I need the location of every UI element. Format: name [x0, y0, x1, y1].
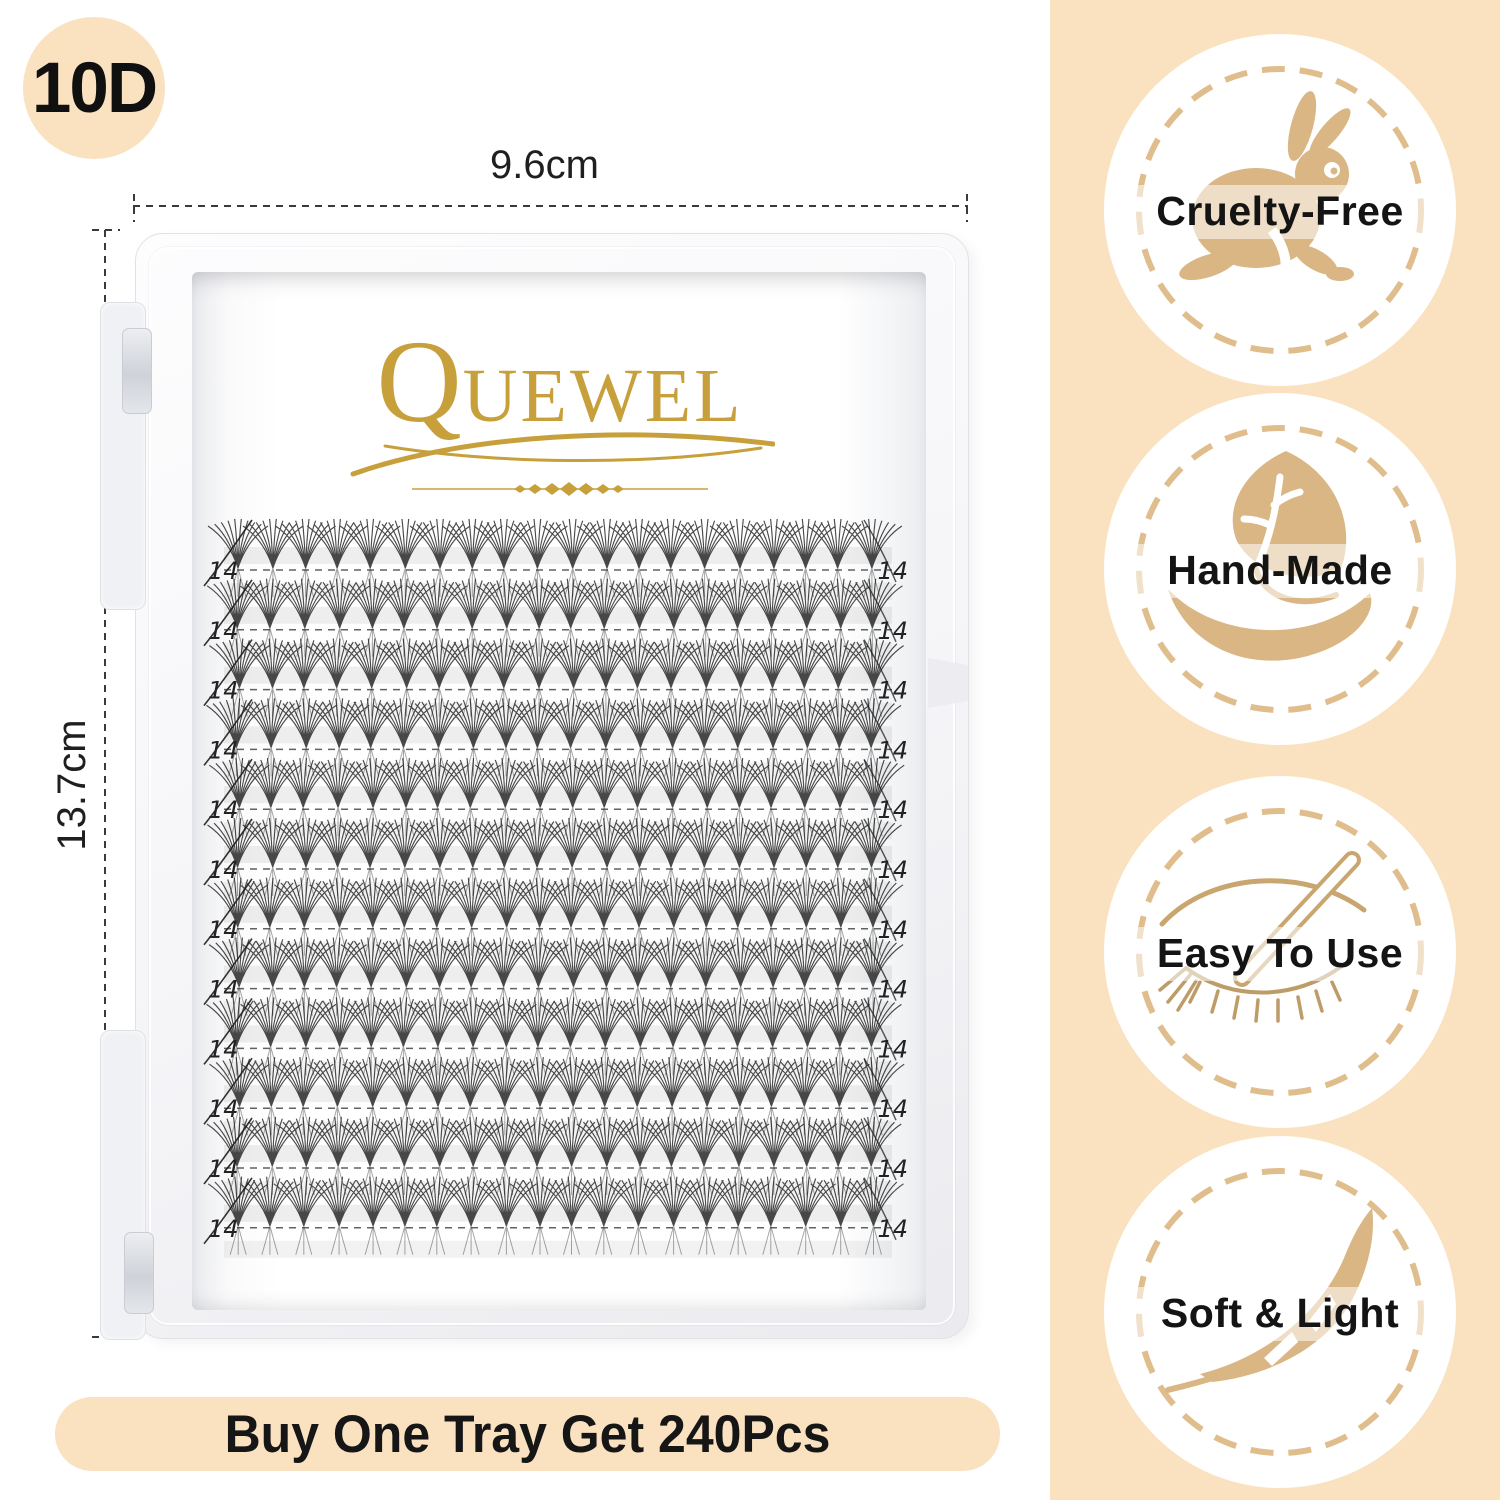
brand-name: QUEWEL — [376, 316, 744, 447]
svg-text:14: 14 — [877, 796, 908, 824]
promo-banner: Buy One Tray Get 240Pcs — [55, 1397, 1000, 1471]
svg-text:14: 14 — [877, 677, 908, 705]
logo-swoosh-icon — [350, 432, 775, 477]
svg-text:14: 14 — [208, 916, 239, 944]
svg-text:14: 14 — [208, 617, 239, 645]
svg-text:14: 14 — [208, 1155, 239, 1183]
svg-text:14: 14 — [208, 796, 239, 824]
svg-text:14: 14 — [208, 976, 239, 1004]
width-dimension-line — [133, 205, 968, 207]
tray-lid-notch — [928, 658, 968, 708]
svg-text:14: 14 — [208, 736, 239, 764]
feature-badge-easy-to-use: Easy To Use — [1104, 776, 1456, 1128]
tray-hinge-bottom-pin — [124, 1232, 154, 1314]
svg-text:14: 14 — [877, 736, 908, 764]
svg-text:14: 14 — [877, 1035, 908, 1063]
lash-grid: 14 14 14 14 14 14 14 14 14 14 14 14 14 14 14 14 14 14 14 14… — [190, 508, 934, 1288]
feather-icon — [1114, 1168, 1446, 1456]
lash-count-badge: 10D — [23, 17, 165, 159]
feature-label: Soft & Light — [1160, 1289, 1400, 1336]
feature-badge-cruelty-free: Cruelty-Free — [1104, 34, 1456, 386]
tray-hinge-top-pin — [122, 328, 152, 414]
svg-text:14: 14 — [877, 1095, 908, 1123]
feature-badge-soft-light: Soft & Light — [1104, 1136, 1456, 1488]
svg-text:14: 14 — [208, 677, 239, 705]
rabbit-icon — [1114, 66, 1446, 354]
svg-text:14: 14 — [208, 856, 239, 884]
feature-badge-hand-made: Hand-Made — [1104, 393, 1456, 745]
svg-text:14: 14 — [877, 856, 908, 884]
logo-divider-icon — [412, 481, 708, 496]
width-dimension-tick-right — [966, 194, 968, 222]
feature-label: Hand-Made — [1167, 546, 1393, 593]
svg-text:14: 14 — [877, 617, 908, 645]
svg-text:14: 14 — [877, 916, 908, 944]
svg-text:14: 14 — [877, 1155, 908, 1183]
svg-text:14: 14 — [877, 557, 908, 585]
height-dimension-label: 13.7cm — [50, 719, 94, 851]
feature-sidebar: Cruelty-Free Hand-Made — [1050, 0, 1500, 1500]
width-dimension-label: 9.6cm — [490, 143, 599, 187]
height-dimension-tick-top — [92, 229, 120, 231]
leaf-hand-icon — [1114, 425, 1446, 713]
svg-text:14: 14 — [208, 1035, 239, 1063]
lash-count-label: 10D — [31, 48, 158, 128]
feature-label: Easy To Use — [1156, 929, 1404, 976]
height-dimension-line — [104, 230, 106, 1337]
feature-label: Cruelty-Free — [1156, 187, 1404, 234]
width-dimension-tick-left — [133, 194, 135, 222]
svg-text:14: 14 — [877, 976, 908, 1004]
svg-text:14: 14 — [208, 1215, 239, 1243]
brand-logo: QUEWEL — [345, 316, 775, 498]
eye-tweezers-icon — [1114, 808, 1446, 1096]
promo-text: Buy One Tray Get 240Pcs — [224, 1404, 831, 1464]
svg-text:14: 14 — [877, 1215, 908, 1243]
